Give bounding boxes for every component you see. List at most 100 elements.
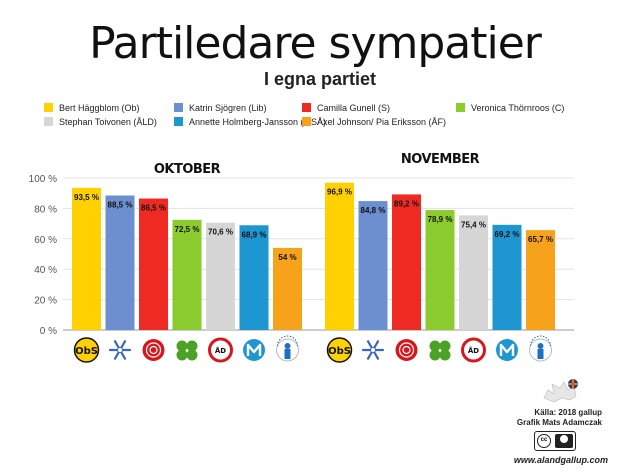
rose-icon [402,345,411,355]
bar [273,247,302,330]
legend-swatch [44,117,53,126]
clover-icon [186,340,198,352]
bar [325,182,354,330]
clover-icon [439,349,451,361]
obs-logo-icon [73,337,100,363]
legend-swatch [302,117,311,126]
af-logo-icon [530,335,551,347]
legend-item: Stephan Toivonen (ÅLD) [44,117,157,128]
af-logo-icon [284,343,291,349]
ald-logo-icon [208,337,233,363]
bar [172,219,202,330]
legend-label: Bert Häggblom (Ob) [59,103,140,113]
bar-value-label: 72,5 % [175,225,200,234]
obs-logo-text: ObS [328,346,351,357]
bar-value-label: 78,9 % [428,215,453,224]
bar [206,222,235,330]
clover-icon [186,349,198,361]
bar-value-label: 69,2 % [495,230,520,239]
bar-value-label: 88,5 % [108,200,133,209]
bar-value-label: 68,9 % [242,230,267,239]
credits: Källa: 2018 gallup Grafik Mats Adamczak [517,408,602,428]
bar-value-label: 89,2 % [394,199,419,208]
y-tick-label: 0 % [40,326,57,337]
af-logo-icon [537,349,544,359]
snowflake-icon [370,347,376,353]
bar-value-label: 84,8 % [361,206,386,215]
bar [459,215,488,330]
bar-value-label: 75,4 % [461,220,486,229]
group-label: NOVEMBER [401,152,480,167]
clover-icon [429,340,441,352]
aland-map-emblem-icon [540,378,580,406]
rose-icon [398,342,415,358]
clover-icon [439,340,451,352]
rose-icon [145,342,162,358]
bar [105,195,135,330]
bar [392,194,421,330]
rose-icon [149,345,158,355]
bar [239,225,269,330]
bar [492,224,522,330]
msa-logo-icon [499,343,515,356]
website-link[interactable]: www.alandgallup.com [513,455,608,465]
legend-swatch [44,103,53,112]
legend-swatch [174,117,183,126]
af-logo-icon [537,343,544,349]
obs-logo-icon [326,337,353,363]
bar-value-label: 65,7 % [528,235,553,244]
y-tick-label: 100 % [29,174,57,185]
legend-swatch [302,103,311,112]
legend-label: Katrin Sjögren (Lib) [189,103,267,113]
cc-mark: cc [537,434,551,448]
clover-icon [429,349,441,361]
rose-icon [395,339,418,361]
legend-item: Katrin Sjögren (Lib) [174,103,267,114]
legend-label: Stephan Toivonen (ÅLD) [59,117,157,127]
source-text: Källa: 2018 gallup [534,408,602,417]
y-tick-label: 20 % [34,296,57,307]
cc-by-icon [555,434,573,448]
af-logo-icon [284,349,291,359]
y-tick-label: 60 % [34,235,57,246]
legend-swatch [456,103,465,112]
legend-item: Annette Holmberg-Jansson (MSÅ) [174,117,326,128]
clover-icon [176,349,188,361]
ald-logo-text: ÅD [215,346,226,355]
bar [72,187,101,330]
bar [358,201,388,330]
clover-icon [176,340,188,352]
group-label: OKTOBER [154,162,221,177]
af-logo-icon [277,335,298,347]
legend-label: Camilla Gunell (S) [317,103,391,113]
legend-item: Axel Johnson/ Pia Eriksson (ÅF) [302,117,446,128]
bar [526,230,555,330]
legend-label: Veronica Thörnroos (C) [471,103,565,113]
legend-item: Camilla Gunell (S) [302,103,390,114]
legend-item: Veronica Thörnroos (C) [456,103,564,114]
bar-value-label: 93,5 % [74,193,99,202]
legend-label: Axel Johnson/ Pia Eriksson (ÅF) [317,117,447,127]
chart-title: Partiledare sympatier [89,18,542,69]
y-tick-label: 40 % [34,265,57,276]
bar [139,198,168,330]
msa-logo-icon [246,343,262,356]
y-tick-label: 80 % [34,204,57,215]
chart-subtitle: I egna partiet [263,69,377,89]
graphic-credit-text: Grafik Mats Adamczak [516,418,602,427]
msa-logo-icon [243,339,265,361]
bar-value-label: 54 % [278,253,296,262]
legend-label: Annette Holmberg-Jansson (MSÅ) [189,117,327,127]
bar [425,210,455,330]
obs-logo-text: ObS [75,346,98,357]
bar-value-label: 86,5 % [141,204,166,213]
ald-logo-icon [461,337,486,363]
snowflake-icon [117,347,123,353]
legend-swatch [174,103,183,112]
ald-logo-text: ÅD [468,346,479,355]
bar-value-label: 70,6 % [208,228,233,237]
msa-logo-icon [496,339,518,361]
bar-value-label: 96,9 % [327,188,352,197]
legend-item: Bert Häggblom (Ob) [44,103,140,114]
